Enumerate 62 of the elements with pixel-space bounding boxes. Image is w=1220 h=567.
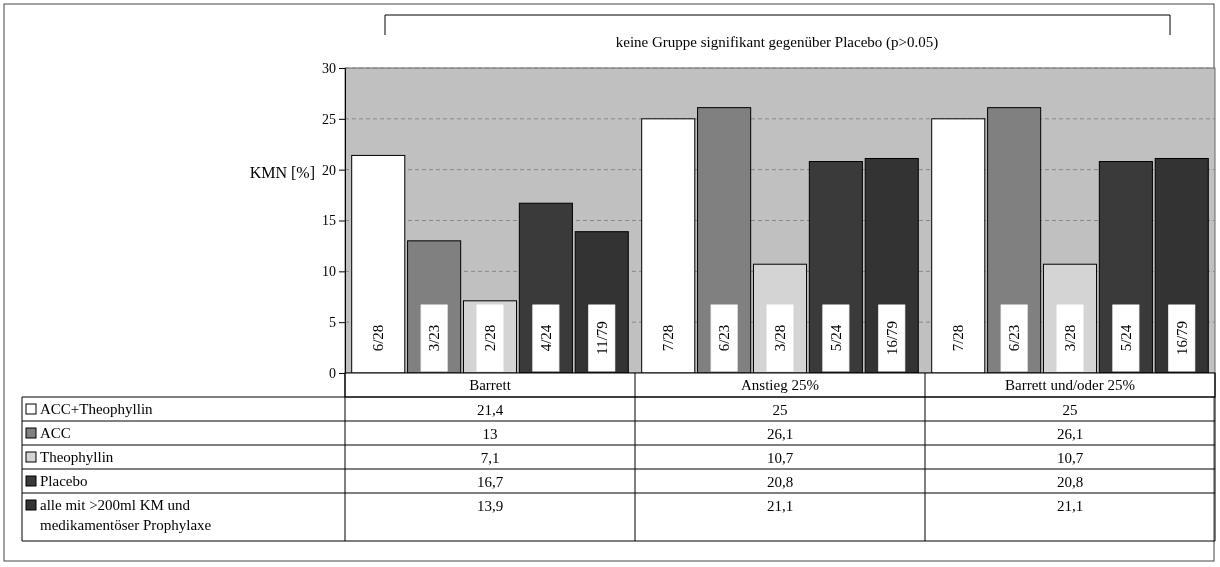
data-label: 7,1 — [480, 450, 500, 466]
annotation: 7/28 — [950, 324, 967, 352]
label-box: 2/28 — [476, 304, 504, 372]
data-label: 20,8 — [1056, 474, 1084, 490]
annotation: 16/79 — [1173, 320, 1190, 356]
data-label: 16,7 — [476, 474, 504, 490]
data-label: 13,9 — [476, 498, 504, 514]
annotation: 3/23 — [426, 324, 443, 352]
y-tick-label: 25 — [322, 111, 336, 127]
annotation: 3/28 — [772, 324, 788, 352]
annotation: 5/24 — [1117, 324, 1134, 352]
annotation: 4/24 — [537, 324, 554, 352]
legend-label: alle mit >200ml KM und medikamentöser Prophylaxe — [40, 497, 212, 533]
legend-label: Placebo — [40, 473, 88, 489]
data-label: 13 — [482, 426, 498, 442]
legend-label: Theophyllin — [40, 449, 114, 465]
data-label: 26,1 — [766, 426, 794, 442]
legend-label: ACC — [40, 425, 71, 441]
y-tick-label: 5 — [329, 315, 336, 331]
data-label: 21,4 — [476, 402, 504, 418]
legend-label: ACC+Theophyllin — [40, 401, 154, 417]
label-box: 4/24 — [532, 304, 560, 372]
y-axis-title: KMN [%] — [249, 164, 315, 181]
x-tick-label: Barrett — [469, 377, 512, 393]
label-box: 11/79 — [588, 304, 616, 372]
annotation: 5/24 — [827, 324, 844, 352]
data-label: 21,1 — [766, 498, 794, 514]
label-box: 3/28 — [766, 304, 794, 372]
annotation: 16/79 — [883, 320, 900, 356]
label-box: 5/24 — [1112, 304, 1140, 372]
label-box: 6/23 — [710, 304, 738, 372]
y-tick-label: 0 — [329, 365, 336, 381]
label-box: 3/28 — [1056, 304, 1084, 372]
annotation: 6/28 — [370, 324, 387, 352]
label-box: 5/24 — [822, 304, 850, 372]
annotation: 11/79 — [593, 321, 610, 355]
y-tick-label: 20 — [322, 162, 336, 178]
annotation: 3/28 — [1062, 324, 1078, 352]
data-label: 25 — [772, 402, 788, 418]
data-label: 10,7 — [1056, 450, 1084, 466]
label-box: 6/23 — [1000, 304, 1028, 372]
label-box: 7/28 — [654, 304, 682, 372]
data-label: 10,7 — [766, 450, 794, 466]
x-tick-label: Barrett und/oder 25% — [1005, 377, 1135, 393]
text: keine Gruppe signifikant gegenüber Placebo (p>0.05) — [615, 34, 939, 51]
x-tick-label: Anstieg 25% — [741, 377, 819, 393]
y-tick-label: 30 — [322, 60, 336, 76]
y-tick-label: 15 — [322, 213, 336, 229]
data-label: 20,8 — [766, 474, 794, 490]
label-box: 7/28 — [944, 304, 972, 372]
label-box: 3/23 — [420, 304, 448, 372]
annotation: 7/28 — [660, 324, 677, 352]
label-box: 16/79 — [1168, 304, 1196, 372]
data-label: 26,1 — [1056, 426, 1084, 442]
data-label: 25 — [1062, 402, 1078, 418]
annotation: 2/28 — [482, 324, 498, 352]
label-box: 16/79 — [878, 304, 906, 372]
y-tick-label: 10 — [322, 264, 336, 280]
annotation: 6/23 — [716, 324, 733, 352]
annotation: 6/23 — [1006, 324, 1023, 352]
label-box: 6/28 — [364, 304, 392, 372]
data-label: 21,1 — [1056, 498, 1084, 514]
